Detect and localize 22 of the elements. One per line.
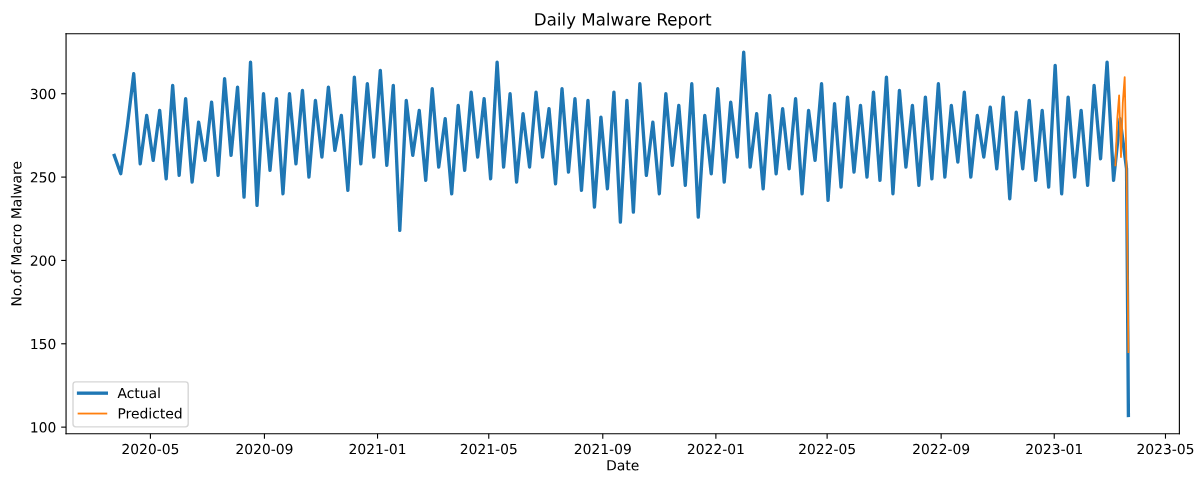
- x-tick-label: 2021-01: [349, 443, 406, 455]
- y-tick-label: 150: [31, 338, 56, 350]
- x-tick-label: 2021-05: [460, 443, 517, 455]
- legend-label: Actual: [117, 387, 160, 399]
- line-series: [1114, 76, 1130, 354]
- y-axis-title: No.of Macro Malware: [10, 161, 22, 306]
- x-tick-label: 2023-05: [1137, 443, 1194, 455]
- y-tick-label: 100: [31, 422, 56, 433]
- x-axis-title: Date: [607, 460, 639, 471]
- x-tick-label: 2020-09: [236, 443, 293, 455]
- x-tick-label: 2021-09: [574, 443, 631, 455]
- x-tick-label: 2022-01: [687, 443, 744, 455]
- legend-label: Predicted: [118, 407, 182, 419]
- chart-title: Daily Malware Report: [535, 12, 712, 29]
- line-series: [112, 50, 1131, 418]
- y-tick-label: 250: [30, 172, 56, 183]
- x-tick-label: 2023-01: [1026, 443, 1082, 455]
- x-tick-label: 2022-05: [799, 443, 855, 455]
- y-tick-label: 300: [30, 88, 56, 100]
- x-tick-label: 2022-09: [913, 443, 970, 455]
- x-tick-label: 2020-05: [122, 443, 179, 455]
- y-tick-label: 200: [30, 255, 56, 266]
